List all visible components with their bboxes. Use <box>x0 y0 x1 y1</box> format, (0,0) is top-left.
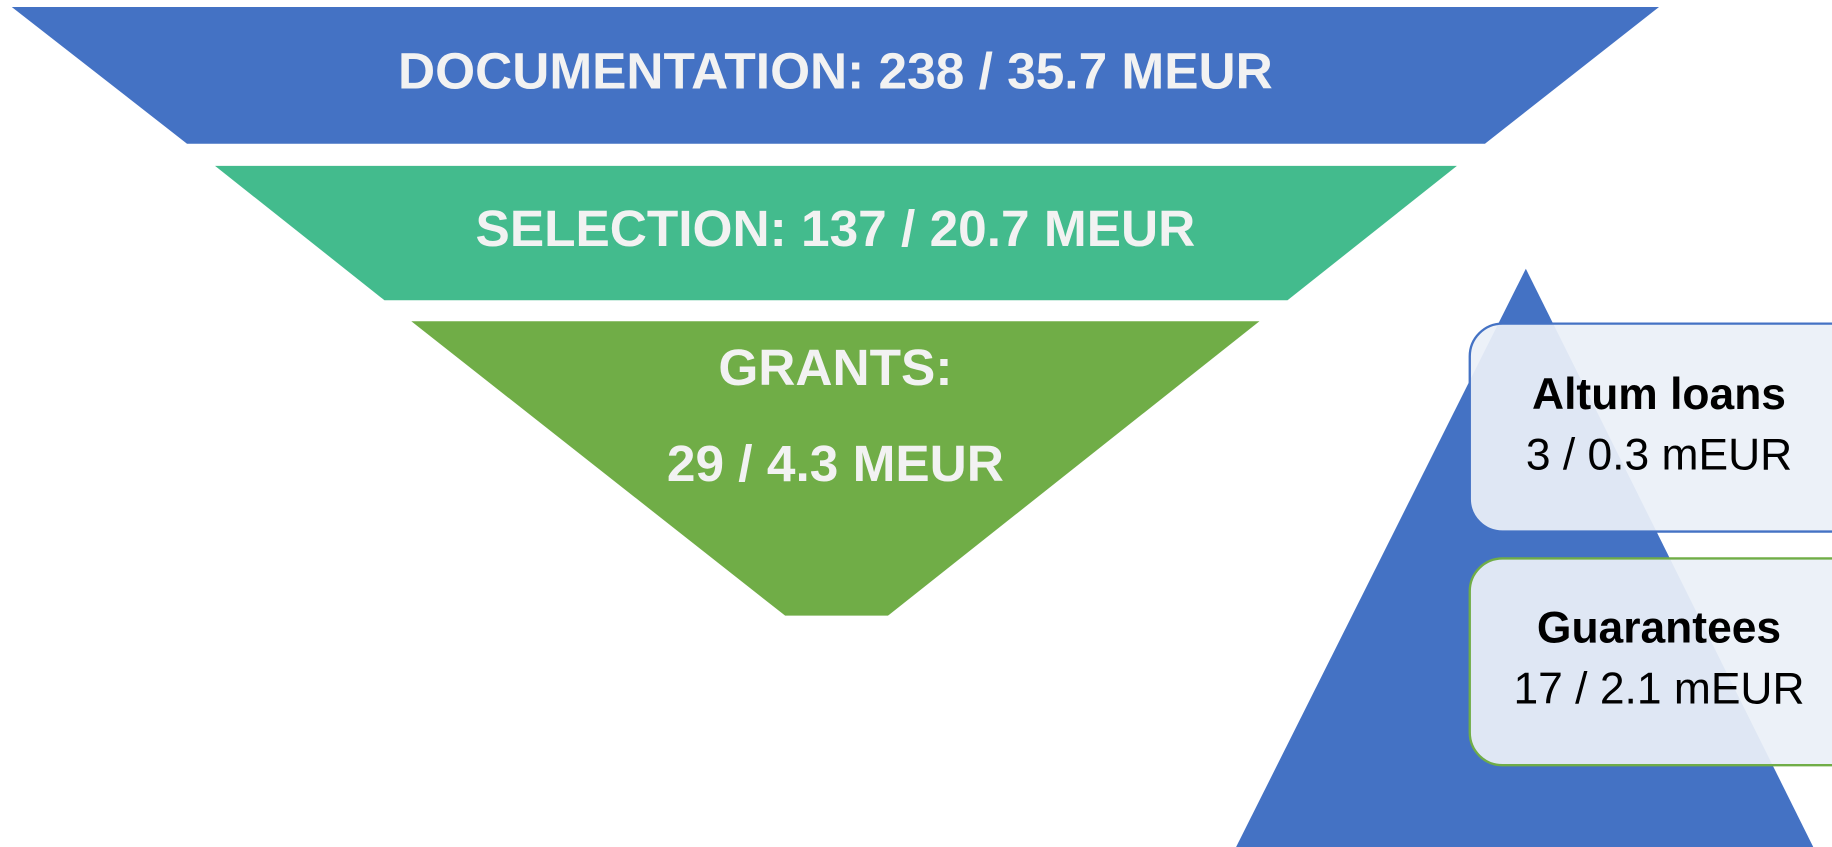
stage-label: SELECTION: 137 / 20.7 MEUR <box>476 199 1196 257</box>
box-value: 3 / 0.3 mEUR <box>1526 431 1792 480</box>
side-box <box>1468 322 1832 533</box>
funnel-stage-grants <box>411 321 1260 616</box>
box-value: 17 / 2.1 mEUR <box>1514 664 1805 713</box>
side-box <box>1468 557 1832 767</box>
stage-label: GRANTS: <box>718 338 952 396</box>
funnel-stage-selection <box>215 165 1457 301</box>
funnel-stage-documentation <box>11 7 1660 144</box>
box-title: Guarantees <box>1537 604 1781 653</box>
box-title: Altum loans <box>1532 370 1786 419</box>
stage-sublabel: 29 / 4.3 MEUR <box>667 434 1004 492</box>
stage-label: DOCUMENTATION: 238 / 35.7 MEUR <box>398 41 1273 99</box>
